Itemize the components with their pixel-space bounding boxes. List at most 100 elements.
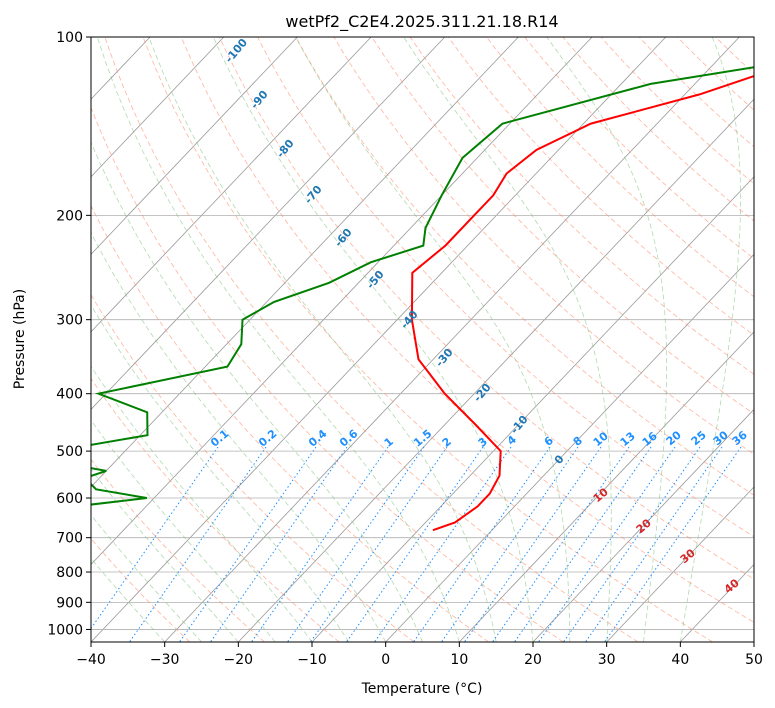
isotherm-line bbox=[91, 37, 593, 566]
mixing-ratio-label: 8 bbox=[571, 434, 585, 449]
dry-adiabat-line bbox=[715, 37, 754, 75]
contour-labels: -100-90-80-70-60-50-40-30-20-1000.1 0.2 0.… bbox=[208, 36, 750, 596]
mixing-ratio-line bbox=[210, 446, 348, 642]
dry-adiabat-line bbox=[91, 537, 191, 642]
dry-adiabat-line bbox=[142, 37, 713, 642]
profile-curves bbox=[91, 66, 754, 532]
y-axis-ticks: 100 200 300 400 500 600 700 800 900 1000 bbox=[47, 30, 91, 638]
y-tick-label: 700 bbox=[56, 531, 83, 547]
moist-adiabat-line bbox=[295, 37, 571, 642]
isotherm-line bbox=[680, 563, 754, 642]
y-tick-label: 500 bbox=[56, 444, 83, 460]
y-tick-label: 600 bbox=[56, 491, 83, 507]
isotherm-line bbox=[91, 37, 667, 642]
dry-adiabat-label: 10 bbox=[591, 485, 611, 505]
mixing-ratio-line bbox=[179, 446, 317, 642]
isotherm-lines bbox=[0, 37, 754, 642]
y-tick-label: 100 bbox=[56, 30, 83, 46]
dry-adiabat-line bbox=[486, 37, 754, 298]
isotherm-line bbox=[385, 253, 754, 642]
isotherm-line bbox=[311, 176, 754, 642]
x-tick-label: 50 bbox=[745, 652, 763, 668]
mixing-ratio-line bbox=[287, 446, 425, 642]
dry-adiabat-line bbox=[333, 37, 754, 455]
x-axis-label: Temperature (°C) bbox=[361, 681, 483, 697]
y-tick-label: 900 bbox=[56, 595, 83, 611]
mixing-ratio-label: 0.1 bbox=[208, 427, 231, 449]
moist-adiabat-label: -50 bbox=[364, 268, 387, 292]
y-tick-label: 800 bbox=[56, 565, 83, 581]
mixing-ratio-label: 1 bbox=[382, 435, 396, 450]
dry-adiabat-line bbox=[91, 294, 415, 642]
x-axis-ticks: −40 −30 −20 −10 0 10 20 30 40 50 bbox=[76, 642, 763, 668]
y-axis-label: Pressure (hPa) bbox=[12, 289, 28, 389]
mixing-ratio-label: 6 bbox=[542, 434, 556, 449]
mixing-ratio-line bbox=[413, 446, 551, 642]
isotherm-line bbox=[753, 641, 754, 642]
mixing-ratio-line bbox=[464, 446, 602, 642]
mixing-ratio-line bbox=[91, 446, 219, 630]
dry-adiabat-line bbox=[91, 458, 265, 642]
moist-adiabat-line bbox=[679, 37, 741, 642]
mixing-ratio-line bbox=[563, 446, 701, 642]
isotherm-line bbox=[91, 37, 446, 410]
dry-adiabat-line bbox=[409, 37, 754, 375]
isobar-lines bbox=[91, 37, 754, 630]
mixing-ratio-line bbox=[374, 446, 512, 642]
dry-adiabat-line bbox=[104, 37, 639, 642]
mixing-ratio-label: 25 bbox=[689, 428, 709, 448]
mixing-ratio-lines bbox=[91, 446, 742, 642]
moist-adiabat-label: -20 bbox=[471, 381, 494, 405]
y-tick-label: 400 bbox=[56, 387, 83, 403]
moist-adiabat-label: -100 bbox=[222, 36, 250, 66]
isotherm-line bbox=[459, 331, 754, 642]
moist-adiabat-label: -40 bbox=[398, 308, 421, 332]
dry-adiabat-line bbox=[524, 37, 754, 260]
moist-adiabat-label: -10 bbox=[508, 413, 531, 437]
dry-adiabat-line bbox=[91, 204, 489, 642]
x-tick-label: −20 bbox=[224, 652, 254, 668]
moist-adiabat-line bbox=[91, 231, 387, 642]
isotherm-line bbox=[606, 486, 754, 642]
moist-adiabat-line bbox=[91, 141, 423, 642]
mixing-ratio-label: 0.4 bbox=[306, 427, 330, 450]
x-tick-label: −40 bbox=[76, 652, 106, 668]
dry-adiabat-line bbox=[219, 37, 754, 580]
x-tick-label: 30 bbox=[598, 652, 616, 668]
moist-adiabat-line bbox=[91, 304, 350, 642]
dry-adiabat-line bbox=[562, 37, 754, 222]
x-tick-label: 20 bbox=[524, 652, 542, 668]
moist-adiabat-line bbox=[91, 365, 313, 642]
temperature-curve bbox=[410, 75, 754, 532]
mixing-ratio-label: 13 bbox=[618, 429, 638, 449]
dry-adiabat-line bbox=[91, 106, 564, 642]
mixing-ratio-label: 2 bbox=[440, 435, 454, 450]
isotherm-line bbox=[91, 37, 372, 333]
dry-adiabat-lines bbox=[91, 37, 754, 642]
moist-adiabat-line bbox=[148, 37, 497, 642]
isotherm-line bbox=[0, 37, 3, 642]
plot-frame bbox=[90, 36, 755, 643]
moist-adiabat-label: -30 bbox=[433, 346, 456, 370]
y-tick-label: 200 bbox=[56, 208, 83, 224]
moist-adiabat-line bbox=[91, 514, 202, 642]
moist-adiabat-line bbox=[212, 37, 534, 642]
mixing-ratio-line bbox=[585, 446, 723, 642]
dry-adiabat-line bbox=[295, 37, 754, 496]
mixing-ratio-label: 30 bbox=[711, 428, 731, 448]
isotherm-line bbox=[164, 37, 740, 642]
dry-adiabat-line bbox=[753, 37, 754, 38]
x-tick-label: 40 bbox=[671, 652, 689, 668]
mixing-ratio-label: 0.2 bbox=[256, 427, 279, 449]
x-tick-label: 10 bbox=[450, 652, 468, 668]
mixing-ratio-line bbox=[604, 446, 742, 642]
x-tick-label: −30 bbox=[150, 652, 180, 668]
mixing-ratio-line bbox=[251, 446, 389, 642]
mixing-ratio-label: 0.6 bbox=[337, 427, 361, 450]
isotherm-line bbox=[238, 98, 754, 642]
dry-adiabat-line bbox=[180, 37, 754, 623]
moist-adiabat-label: -90 bbox=[248, 88, 271, 112]
y-tick-label: 1000 bbox=[47, 622, 83, 638]
x-tick-label: 0 bbox=[381, 652, 390, 668]
